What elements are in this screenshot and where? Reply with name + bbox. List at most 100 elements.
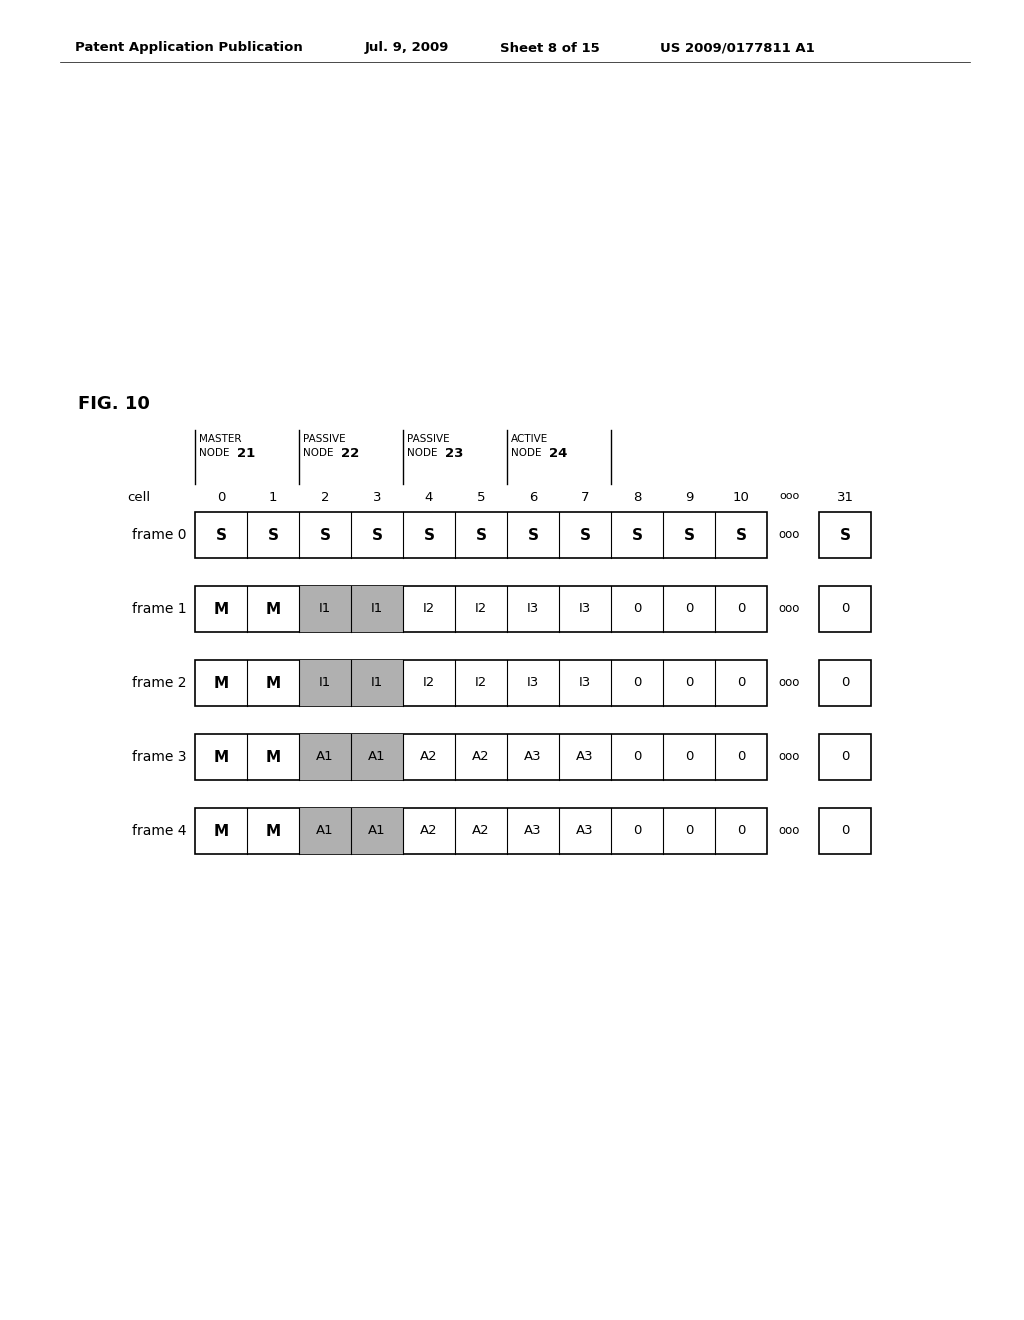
Text: M: M bbox=[265, 824, 281, 838]
Text: S: S bbox=[267, 528, 279, 543]
Text: frame 4: frame 4 bbox=[132, 824, 187, 838]
Text: 0: 0 bbox=[633, 676, 641, 689]
Text: 10: 10 bbox=[732, 491, 750, 504]
Bar bbox=[299, 808, 351, 854]
Text: I2: I2 bbox=[475, 676, 487, 689]
Text: I3: I3 bbox=[527, 602, 539, 615]
Bar bbox=[299, 734, 351, 780]
Text: 1: 1 bbox=[268, 491, 278, 504]
Text: 0: 0 bbox=[217, 491, 225, 504]
Text: 31: 31 bbox=[837, 491, 853, 504]
Text: M: M bbox=[265, 676, 281, 690]
Text: 8: 8 bbox=[633, 491, 641, 504]
Text: S: S bbox=[580, 528, 591, 543]
Text: A2: A2 bbox=[420, 751, 438, 763]
Text: 22: 22 bbox=[341, 447, 359, 459]
Bar bbox=[299, 660, 351, 706]
Text: 0: 0 bbox=[841, 825, 849, 837]
Bar bbox=[195, 808, 767, 854]
Text: A2: A2 bbox=[472, 751, 489, 763]
Text: US 2009/0177811 A1: US 2009/0177811 A1 bbox=[660, 41, 815, 54]
Text: cell: cell bbox=[127, 491, 150, 504]
Text: I1: I1 bbox=[318, 676, 331, 689]
Text: NODE: NODE bbox=[199, 447, 232, 458]
Text: A3: A3 bbox=[524, 825, 542, 837]
Text: 0: 0 bbox=[841, 602, 849, 615]
Text: Patent Application Publication: Patent Application Publication bbox=[75, 41, 303, 54]
Text: ooo: ooo bbox=[778, 528, 800, 541]
Bar bbox=[351, 734, 403, 780]
Text: I2: I2 bbox=[475, 602, 487, 615]
Bar bbox=[819, 512, 871, 558]
Text: M: M bbox=[213, 824, 228, 838]
Text: I3: I3 bbox=[579, 602, 591, 615]
Text: ooo: ooo bbox=[778, 825, 800, 837]
Bar bbox=[195, 512, 767, 558]
Bar bbox=[299, 586, 351, 632]
Text: A2: A2 bbox=[472, 825, 489, 837]
Text: 24: 24 bbox=[549, 447, 567, 459]
Text: I1: I1 bbox=[318, 602, 331, 615]
Text: 0: 0 bbox=[841, 676, 849, 689]
Text: 0: 0 bbox=[633, 825, 641, 837]
Text: 0: 0 bbox=[685, 676, 693, 689]
Bar bbox=[819, 734, 871, 780]
Bar bbox=[195, 734, 767, 780]
Text: 23: 23 bbox=[445, 447, 464, 459]
Text: I1: I1 bbox=[371, 676, 383, 689]
Bar bbox=[819, 808, 871, 854]
Text: S: S bbox=[319, 528, 331, 543]
Text: 0: 0 bbox=[633, 602, 641, 615]
Text: 4: 4 bbox=[425, 491, 433, 504]
Text: PASSIVE: PASSIVE bbox=[407, 434, 450, 444]
Text: S: S bbox=[215, 528, 226, 543]
Text: frame 0: frame 0 bbox=[132, 528, 187, 543]
Text: A2: A2 bbox=[420, 825, 438, 837]
Text: I3: I3 bbox=[579, 676, 591, 689]
Text: 3: 3 bbox=[373, 491, 381, 504]
Text: NODE: NODE bbox=[303, 447, 337, 458]
Text: 5: 5 bbox=[477, 491, 485, 504]
Text: NODE: NODE bbox=[511, 447, 545, 458]
Text: S: S bbox=[475, 528, 486, 543]
Text: FIG. 10: FIG. 10 bbox=[78, 395, 150, 413]
Text: 9: 9 bbox=[685, 491, 693, 504]
Text: A1: A1 bbox=[369, 825, 386, 837]
Text: M: M bbox=[265, 602, 281, 616]
Text: S: S bbox=[840, 528, 851, 543]
Text: 21: 21 bbox=[237, 447, 255, 459]
Text: A3: A3 bbox=[524, 751, 542, 763]
Text: frame 2: frame 2 bbox=[132, 676, 187, 690]
Bar bbox=[351, 586, 403, 632]
Text: Sheet 8 of 15: Sheet 8 of 15 bbox=[500, 41, 600, 54]
Text: 0: 0 bbox=[841, 751, 849, 763]
Text: 7: 7 bbox=[581, 491, 589, 504]
Text: A1: A1 bbox=[316, 825, 334, 837]
Text: S: S bbox=[372, 528, 383, 543]
Text: I1: I1 bbox=[371, 602, 383, 615]
Text: ooo: ooo bbox=[778, 602, 800, 615]
Text: A1: A1 bbox=[316, 751, 334, 763]
Text: 0: 0 bbox=[737, 602, 745, 615]
Text: 0: 0 bbox=[633, 751, 641, 763]
Text: I3: I3 bbox=[527, 676, 539, 689]
Text: ooo: ooo bbox=[778, 751, 800, 763]
Bar bbox=[351, 660, 403, 706]
Text: M: M bbox=[213, 602, 228, 616]
Text: 0: 0 bbox=[685, 602, 693, 615]
Bar bbox=[819, 586, 871, 632]
Text: S: S bbox=[424, 528, 434, 543]
Text: I2: I2 bbox=[423, 602, 435, 615]
Text: 0: 0 bbox=[737, 751, 745, 763]
Text: ACTIVE: ACTIVE bbox=[511, 434, 548, 444]
Text: NODE: NODE bbox=[407, 447, 440, 458]
Text: ooo: ooo bbox=[778, 676, 800, 689]
Text: S: S bbox=[683, 528, 694, 543]
Bar bbox=[819, 660, 871, 706]
Text: Jul. 9, 2009: Jul. 9, 2009 bbox=[365, 41, 450, 54]
Text: S: S bbox=[527, 528, 539, 543]
Text: M: M bbox=[213, 676, 228, 690]
Text: S: S bbox=[735, 528, 746, 543]
Text: M: M bbox=[265, 750, 281, 764]
Bar bbox=[351, 808, 403, 854]
